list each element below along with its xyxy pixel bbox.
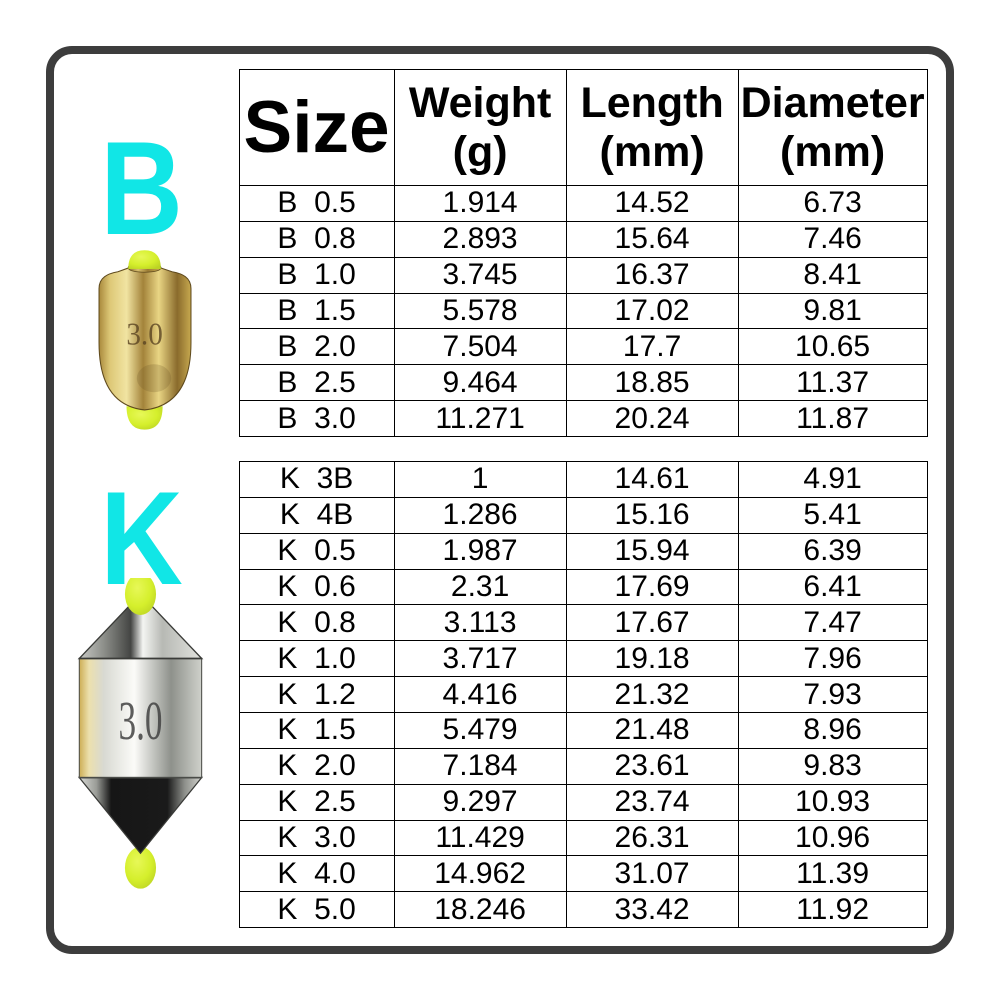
svg-text:3.0: 3.0 [126, 317, 163, 352]
svg-text:3.0: 3.0 [118, 690, 162, 751]
